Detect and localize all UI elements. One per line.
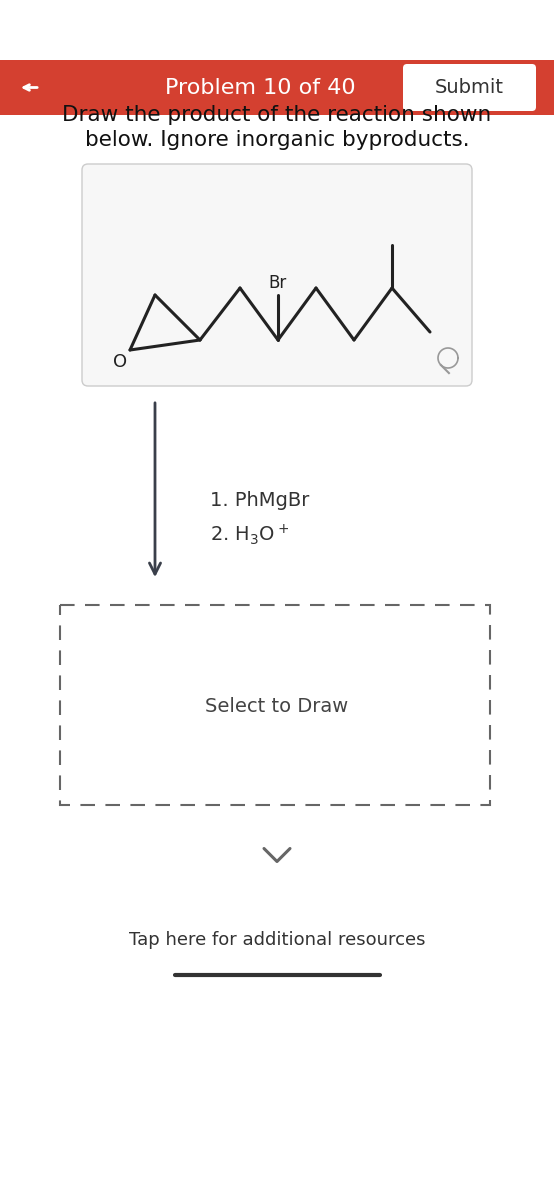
Text: O: O — [113, 353, 127, 371]
Text: below. Ignore inorganic byproducts.: below. Ignore inorganic byproducts. — [85, 130, 469, 150]
Text: Submit: Submit — [435, 78, 504, 97]
Text: 2. H$_3$O$^+$: 2. H$_3$O$^+$ — [210, 523, 289, 547]
Text: 1. PhMgBr: 1. PhMgBr — [210, 491, 309, 510]
Text: Problem 10 of 40: Problem 10 of 40 — [165, 78, 355, 97]
Text: Tap here for additional resources: Tap here for additional resources — [129, 931, 425, 949]
Text: Select to Draw: Select to Draw — [206, 696, 348, 715]
Bar — [0, 60, 554, 115]
Text: Draw the product of the reaction shown: Draw the product of the reaction shown — [63, 104, 491, 125]
Text: Br: Br — [269, 274, 287, 292]
FancyBboxPatch shape — [403, 64, 536, 110]
FancyBboxPatch shape — [82, 164, 472, 386]
Bar — [60, 605, 490, 805]
